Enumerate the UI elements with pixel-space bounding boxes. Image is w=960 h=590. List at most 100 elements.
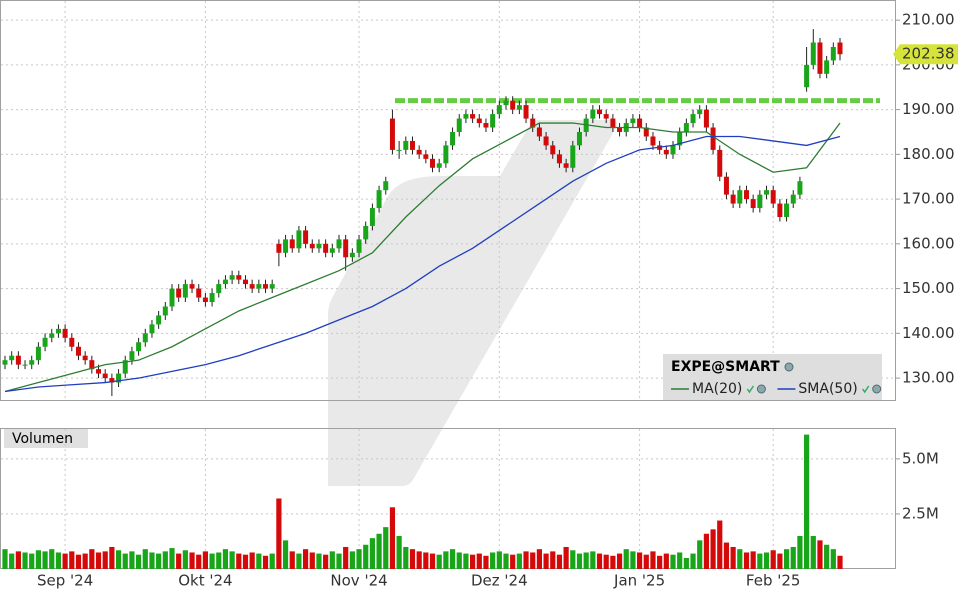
- candle-body: [617, 127, 623, 132]
- candle-body: [396, 149, 402, 151]
- candle-body: [703, 109, 709, 128]
- volume-bar: [476, 553, 482, 569]
- volume-bar: [750, 551, 756, 569]
- volume-bar: [570, 550, 576, 569]
- volume-bar: [356, 549, 362, 569]
- volume-bar: [262, 555, 269, 569]
- candle-body: [576, 131, 582, 146]
- volume-bar: [102, 551, 108, 569]
- volume-bar: [336, 553, 342, 569]
- candle-body: [82, 355, 88, 361]
- candle-body: [543, 136, 549, 146]
- volume-bar: [9, 553, 15, 569]
- volume-bar: [563, 546, 569, 569]
- volume-bar: [49, 549, 55, 569]
- volume-bar: [449, 549, 456, 569]
- candle-body: [483, 123, 489, 128]
- y-tick-label: 160.00: [902, 234, 955, 252]
- candle-body: [349, 252, 355, 258]
- candle-body: [269, 284, 275, 289]
- volume-bar: [657, 555, 663, 569]
- candle-body: [236, 275, 242, 280]
- volume-bar: [463, 553, 469, 569]
- candle-body: [790, 194, 796, 204]
- candle-body: [597, 109, 603, 115]
- candle-body: [764, 190, 770, 195]
- candle-body: [443, 145, 449, 164]
- volume-bar: [590, 551, 596, 569]
- candle-body: [329, 248, 335, 253]
- volume-bar: [309, 552, 315, 569]
- volume-bar: [737, 549, 743, 569]
- volume-bar: [603, 554, 609, 569]
- volume-bar: [323, 554, 329, 569]
- volume-bar: [363, 544, 369, 569]
- volume-bar: [276, 498, 282, 569]
- candle-body: [383, 181, 389, 191]
- candle-body: [830, 46, 836, 61]
- candle-body: [409, 140, 415, 150]
- volume-bar: [443, 551, 449, 569]
- candle-body: [9, 355, 15, 361]
- volume-bar: [690, 553, 696, 569]
- candle-body: [369, 208, 375, 226]
- volume-bar: [256, 553, 262, 569]
- price-panel: [0, 0, 896, 401]
- legend-icon: [784, 362, 794, 372]
- x-tick-label: Nov '24: [330, 572, 387, 590]
- last-price-tag: [893, 44, 958, 65]
- candle-body: [503, 100, 509, 106]
- candle-body: [69, 337, 75, 347]
- candle-body: [256, 284, 262, 289]
- volume-bar: [95, 552, 102, 569]
- volume-bar: [303, 549, 309, 569]
- volume-bar: [650, 551, 656, 569]
- volume-bar: [783, 549, 790, 569]
- candle-body: [202, 297, 208, 303]
- candle-body: [717, 149, 723, 177]
- candle-body: [683, 123, 689, 132]
- y-tick-label: 5.0M: [902, 449, 939, 467]
- candle-body: [817, 42, 823, 74]
- candle-body: [590, 109, 596, 119]
- candle-body: [96, 369, 102, 374]
- volume-bar: [369, 538, 375, 569]
- candle-body: [49, 333, 55, 338]
- y-tick-label: 130.00: [902, 369, 955, 387]
- volume-bar: [757, 553, 763, 569]
- candle-body: [797, 181, 803, 195]
- volume-bar: [289, 551, 295, 569]
- candle-body: [356, 239, 362, 253]
- candle-body: [116, 373, 122, 383]
- volume-bar: [296, 553, 302, 569]
- volume-bar: [503, 553, 509, 569]
- candle-body: [109, 378, 115, 383]
- candle-body: [403, 140, 409, 150]
- volume-bar: [62, 553, 68, 569]
- volume-bar: [423, 552, 429, 569]
- legend-label: SMA(50): [798, 381, 857, 397]
- volume-bar: [743, 552, 750, 569]
- candle-body: [810, 42, 816, 65]
- candle-body: [303, 230, 309, 244]
- volume-bar: [804, 434, 810, 569]
- candle-body: [296, 230, 302, 249]
- candle-body: [122, 360, 128, 374]
- volume-bar: [683, 557, 689, 569]
- volume-bar: [229, 551, 235, 569]
- volume-bar: [82, 553, 88, 569]
- candle-body: [129, 351, 135, 361]
- volume-bar: [456, 552, 462, 569]
- candle-body: [697, 109, 703, 115]
- candle-body: [336, 239, 342, 249]
- volume-bar: [623, 549, 629, 569]
- volume-bar: [383, 527, 389, 569]
- y-tick-label: 180.00: [902, 145, 955, 163]
- candle-body: [263, 284, 269, 289]
- candle-body: [249, 284, 255, 289]
- candle-body: [216, 284, 222, 294]
- volume-bar: [396, 535, 402, 569]
- candle-body: [136, 342, 142, 352]
- volume-bar: [770, 550, 776, 569]
